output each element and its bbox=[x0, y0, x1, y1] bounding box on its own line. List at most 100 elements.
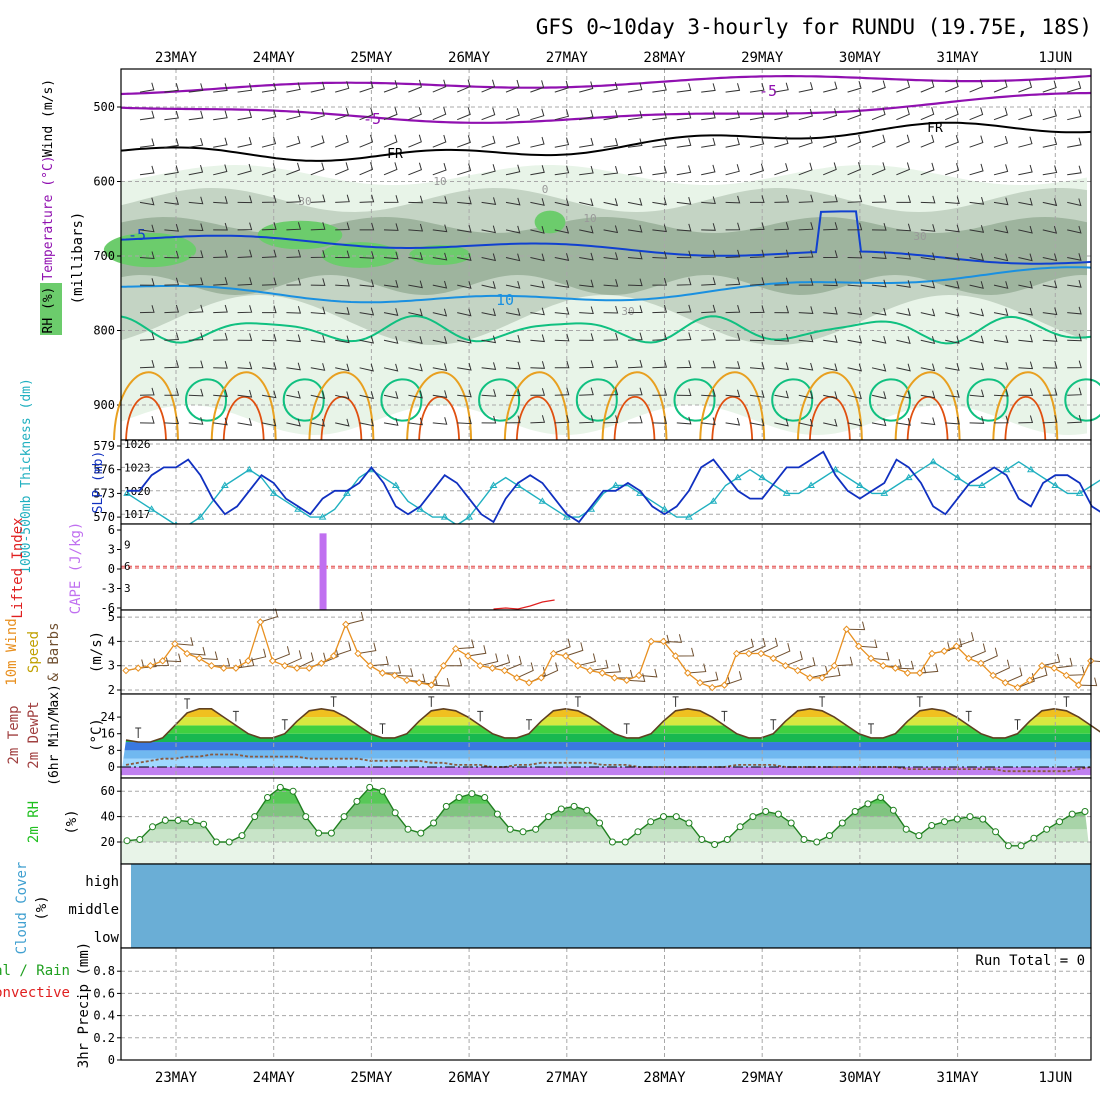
upper-wind-barb bbox=[701, 360, 716, 369]
cape-tick-9: 9 bbox=[124, 538, 131, 551]
upper-wind-barb bbox=[286, 82, 301, 93]
upper-wind-barb bbox=[261, 163, 276, 176]
contour-label-3: FR bbox=[387, 147, 403, 162]
upper-wind-barb bbox=[213, 196, 228, 204]
wind10-barb bbox=[272, 646, 290, 662]
upper-wind-barb bbox=[847, 279, 863, 287]
upper-wind-barb bbox=[310, 250, 326, 258]
wind10-barb bbox=[1090, 660, 1100, 662]
wind10-barb bbox=[919, 663, 939, 674]
upper-wind-barb bbox=[237, 83, 253, 93]
rh-ylabel: 2m RH bbox=[26, 801, 42, 843]
upper-wind-barb bbox=[188, 388, 204, 397]
upper-wind-barb bbox=[920, 107, 935, 121]
upper-wind-barb bbox=[237, 305, 253, 314]
thickness-point bbox=[318, 513, 327, 520]
upper-wind-barb bbox=[749, 163, 765, 176]
date-label-bottom-24MAY: 24MAY bbox=[253, 1070, 296, 1086]
rh-point bbox=[621, 838, 629, 846]
upper-wind-barb bbox=[213, 304, 228, 314]
upper-wind-barb bbox=[481, 335, 497, 344]
upper-wind-barb bbox=[652, 82, 667, 93]
rh-point bbox=[481, 794, 489, 801]
thickness-point bbox=[1051, 481, 1060, 488]
wind10-point bbox=[635, 671, 643, 680]
upper-wind-barb bbox=[871, 134, 886, 148]
upper-wind-barb bbox=[310, 418, 326, 427]
upper-wind-barb bbox=[579, 252, 594, 261]
wind10-point bbox=[476, 661, 484, 670]
cell-green-3 bbox=[478, 378, 521, 422]
upper-wind-barb bbox=[188, 304, 204, 314]
upper-wind-barb bbox=[798, 108, 813, 121]
upper-wind-barb bbox=[359, 279, 375, 288]
run-total: Run Total = 0 bbox=[975, 953, 1085, 969]
thickness-point bbox=[831, 465, 840, 473]
upper-wind-barb bbox=[1018, 361, 1034, 370]
date-label-bottom-31MAY: 31MAY bbox=[937, 1070, 980, 1086]
upper-wind-barb bbox=[359, 363, 374, 372]
upper-wind-barb bbox=[774, 277, 790, 286]
upper-wind-barb bbox=[530, 225, 545, 234]
upper-wind-barb bbox=[993, 164, 1009, 176]
thickness-point bbox=[391, 481, 400, 488]
upper-wind-barb bbox=[725, 222, 741, 231]
rh-point bbox=[557, 805, 565, 813]
wind10-barb bbox=[1005, 667, 1023, 684]
rh-core-0 bbox=[103, 232, 197, 268]
upper-wind-barb bbox=[993, 253, 1009, 262]
upper-wind-barb bbox=[847, 80, 862, 93]
upper-wind-barb bbox=[530, 361, 546, 369]
upper-wind-barb bbox=[359, 251, 375, 259]
wind10-point bbox=[244, 657, 252, 665]
upper-wind-barb bbox=[1042, 415, 1058, 424]
upper-wind-barb bbox=[139, 224, 155, 233]
thickness-point bbox=[807, 481, 815, 488]
thickness-point bbox=[147, 505, 156, 512]
upper-wind-barb bbox=[359, 222, 375, 231]
upper-wind-barb bbox=[823, 250, 838, 258]
wind10-barb bbox=[1041, 653, 1061, 667]
wind10-barb bbox=[431, 677, 450, 687]
upper-wind-barb bbox=[237, 361, 253, 370]
upper-wind-barb bbox=[725, 332, 741, 341]
upper-wind-barb bbox=[554, 387, 570, 396]
upper-wind-barb bbox=[457, 163, 472, 176]
upper-wind-barb bbox=[237, 137, 252, 148]
date-label-top-26MAY: 26MAY bbox=[448, 50, 491, 66]
temp-band-5 bbox=[121, 725, 1091, 734]
upper-wind-barb bbox=[603, 138, 619, 148]
temp-band-4 bbox=[121, 733, 1091, 743]
upper-wind-barb bbox=[701, 196, 716, 205]
wind10-point bbox=[134, 664, 142, 672]
rh-line bbox=[126, 786, 1086, 847]
upper-wind-barb bbox=[1042, 80, 1057, 93]
upper-wind-barb bbox=[1067, 80, 1082, 93]
upper-wind-barb bbox=[554, 109, 570, 121]
upper-wind-barb bbox=[652, 387, 668, 396]
upper-wind-barb bbox=[261, 249, 277, 258]
wind10-point bbox=[940, 647, 948, 655]
upper-wind-barb bbox=[871, 363, 887, 372]
wind10-point bbox=[623, 676, 631, 684]
upper-wind-barb bbox=[359, 335, 375, 344]
contour-label-5: 10 bbox=[496, 291, 514, 309]
upper-wind-barb bbox=[774, 333, 790, 342]
rh-point bbox=[289, 787, 297, 795]
upper-wind-barb bbox=[237, 333, 253, 341]
li-tick-4: -6 bbox=[101, 601, 115, 615]
upper-wind-barb bbox=[701, 110, 716, 121]
rh-point bbox=[519, 828, 527, 836]
wind10-point bbox=[183, 649, 191, 658]
wind10-barb bbox=[260, 608, 279, 623]
dewpt-line bbox=[125, 753, 1091, 773]
upper-wind-barb bbox=[286, 249, 302, 258]
upper-wind-barb bbox=[627, 197, 643, 206]
upper-wind-barb bbox=[188, 110, 204, 121]
rh-point bbox=[596, 819, 604, 827]
wind10-point bbox=[818, 674, 826, 682]
upper-wind-barb bbox=[554, 253, 570, 261]
upper-wind-barb bbox=[871, 80, 886, 93]
upper-wind-barb bbox=[774, 390, 789, 399]
upper-wind-barb bbox=[188, 277, 204, 286]
